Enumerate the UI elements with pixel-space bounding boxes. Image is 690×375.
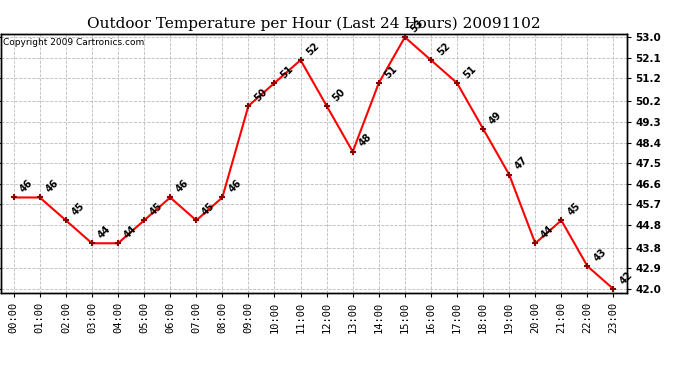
Text: 44: 44: [540, 224, 556, 240]
Text: 52: 52: [305, 41, 322, 57]
Text: 42: 42: [618, 270, 634, 286]
Text: 44: 44: [96, 224, 112, 240]
Text: 43: 43: [591, 247, 608, 263]
Text: 45: 45: [566, 201, 582, 217]
Text: 46: 46: [226, 178, 243, 195]
Text: Copyright 2009 Cartronics.com: Copyright 2009 Cartronics.com: [3, 38, 144, 46]
Text: 51: 51: [279, 64, 295, 80]
Text: 49: 49: [487, 110, 504, 126]
Text: 51: 51: [461, 64, 477, 80]
Text: 45: 45: [200, 201, 217, 217]
Text: 50: 50: [331, 87, 348, 103]
Text: 45: 45: [148, 201, 165, 217]
Title: Outdoor Temperature per Hour (Last 24 Hours) 20091102: Outdoor Temperature per Hour (Last 24 Ho…: [87, 17, 540, 31]
Text: 45: 45: [70, 201, 87, 217]
Text: 46: 46: [175, 178, 191, 195]
Text: 48: 48: [357, 132, 373, 149]
Text: 50: 50: [253, 87, 269, 103]
Text: 47: 47: [513, 155, 530, 172]
Text: 53: 53: [409, 18, 426, 34]
Text: 44: 44: [122, 224, 139, 240]
Text: 52: 52: [435, 41, 452, 57]
Text: 46: 46: [18, 178, 34, 195]
Text: 46: 46: [44, 178, 61, 195]
Text: 51: 51: [383, 64, 400, 80]
